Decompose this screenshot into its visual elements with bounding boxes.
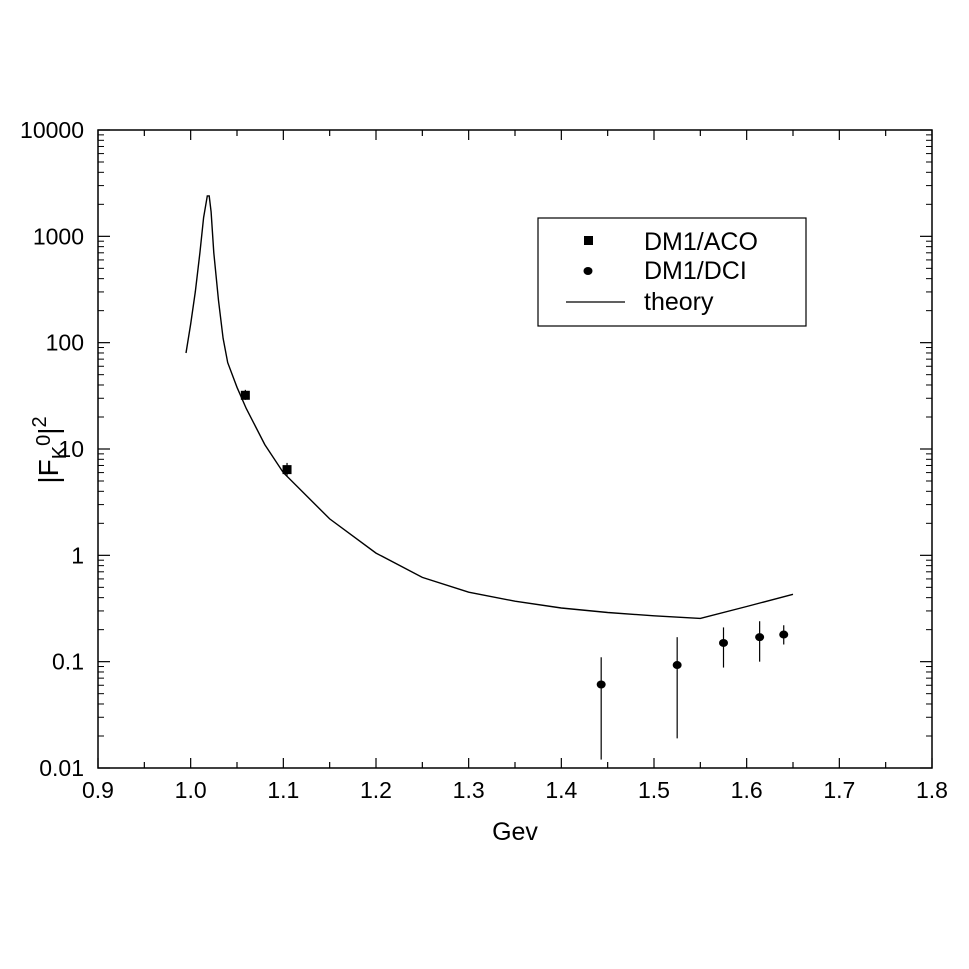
legend-square-marker-icon [584,236,593,245]
y-axis-title: |FK0|2 [29,416,71,483]
y-axis-title-base: |F [33,459,64,483]
y-tick-label: 10 [58,436,84,462]
legend-label-aco: DM1/ACO [644,228,758,256]
y-tick-label: 1 [71,542,84,568]
x-tick-label: 1.5 [638,777,670,803]
plot-frame [97,129,933,769]
y-tick-label: 10000 [20,117,84,143]
aco-data-point [240,390,250,400]
x-tick-label: 0.9 [82,777,114,803]
y-axis-title-close: | [33,427,64,434]
dci-data-point [596,680,606,689]
axis-ticks [97,129,933,769]
data-markers [240,389,789,760]
legend: DM1/ACO DM1/DCI theory [537,217,807,327]
x-tick-label: 1.1 [267,777,299,803]
x-tick-label: 1.2 [360,777,392,803]
y-tick-label: 100 [46,330,84,356]
x-tick-label: 1.3 [453,777,485,803]
y-tick-labels: 0.01 0.1 1 10 100 1000 10000 [20,117,84,781]
y-tick-label: 1000 [33,223,84,249]
y-axis-title-subscript: K [49,445,71,459]
x-tick-label: 1.7 [823,777,855,803]
y-tick-label: 0.1 [52,649,84,675]
x-tick-label: 1.6 [731,777,763,803]
x-tick-label: 1.0 [175,777,207,803]
dci-data-point [672,661,682,670]
y-axis-title-superscript-2: 2 [29,416,51,427]
legend-label-dci: DM1/DCI [644,257,747,285]
dci-data-point [779,630,789,639]
legend-label-theory: theory [644,288,714,316]
theory-curve-group [185,195,794,620]
x-axis-title: Gev [492,818,538,846]
legend-circle-marker-icon [583,267,593,275]
legend-box [537,217,807,327]
x-tick-label: 1.8 [916,777,948,803]
dci-data-point [755,633,765,642]
theory-curve [185,195,794,620]
aco-data-point [282,465,292,475]
y-tick-label: 0.01 [39,755,84,781]
x-tick-label: 1.4 [545,777,577,803]
y-axis-title-superscript-0: 0 [33,435,55,446]
dci-data-point [719,638,728,647]
x-tick-labels: 0.9 1.0 1.1 1.2 1.3 1.4 1.5 1.6 1.7 1.8 [82,777,948,803]
